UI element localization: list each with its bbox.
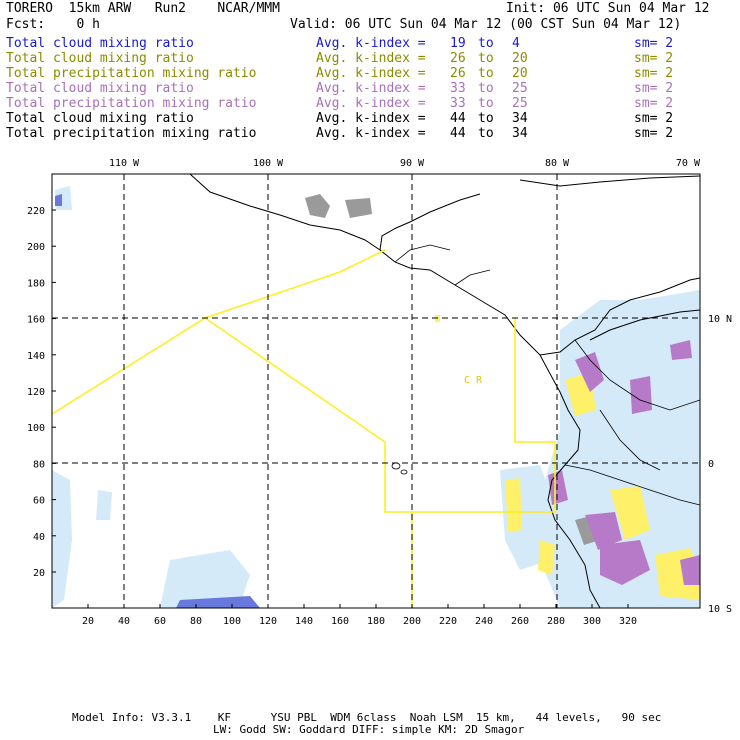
legend-to: to	[478, 111, 494, 126]
lon-label: 100 W	[253, 158, 284, 169]
legend-field: Total precipitation mixing ratio	[6, 96, 257, 111]
x-tick-label: 140	[295, 616, 313, 627]
coastline	[189, 174, 700, 608]
x-tick-label: 280	[547, 616, 565, 627]
legend-to: to	[478, 96, 494, 111]
x-tick-label: 240	[475, 616, 493, 627]
x-tick-label: 320	[619, 616, 637, 627]
legend-field: Total cloud mixing ratio	[6, 36, 194, 51]
legend-k-low: 33	[450, 96, 466, 111]
footer-model-info: Model Info: V3.3.1 KF YSU PBL WDM 6class…	[72, 711, 662, 724]
model-title: TORERO 15km ARW Run2 NCAR/MMM	[6, 1, 280, 16]
legend-index-label: Avg. k-index =	[316, 36, 426, 51]
legend-to: to	[478, 66, 494, 81]
y-tick-label: 40	[33, 532, 45, 543]
x-ticks: 20 40 60 80 100 120 140 160 180 200 220 240 260 280 30…	[82, 604, 637, 627]
legend-k-low: 26	[450, 66, 466, 81]
y-tick-label: 140	[27, 351, 45, 362]
legend-k-high: 34	[512, 126, 528, 141]
y-tick-label: 180	[27, 278, 45, 289]
x-tick-label: 300	[583, 616, 601, 627]
country-borders	[394, 244, 700, 506]
legend-index-label: Avg. k-index =	[316, 126, 426, 141]
legend-k-high: 25	[512, 81, 528, 96]
y-tick-label: 60	[33, 496, 45, 507]
forecast-hour: Fcst: 0 h	[6, 17, 100, 32]
y-tick-label: 100	[27, 423, 45, 434]
lat-label: 10 N	[708, 314, 732, 325]
legend-smoothing: sm= 2	[634, 36, 674, 51]
legend-index-label: Avg. k-index =	[316, 111, 426, 126]
y-ticks: 20 40 60 80 100 120 140 160 180 200 220	[27, 206, 56, 579]
lon-label: 90 W	[400, 158, 425, 169]
footer-physics: LW: Godd SW: Goddard DIFF: simple KM: 2D…	[213, 723, 525, 736]
lat-label: 0	[708, 459, 714, 470]
legend-k-high: 25	[512, 96, 528, 111]
x-tick-label: 40	[118, 616, 130, 627]
y-tick-label: 160	[27, 315, 45, 326]
x-tick-label: 60	[154, 616, 166, 627]
lon-labels: 110 W 100 W 90 W 80 W 70 W	[109, 158, 701, 169]
legend-k-high: 20	[512, 51, 528, 66]
x-tick-label: 180	[367, 616, 385, 627]
legend-to: to	[478, 81, 494, 96]
lat-lon-grid	[52, 174, 700, 608]
x-tick-label: 260	[511, 616, 529, 627]
legend-k-high: 4	[512, 36, 520, 51]
init-time: Init: 06 UTC Sun 04 Mar 12	[506, 1, 710, 16]
legend-smoothing: sm= 2	[634, 111, 674, 126]
legend-to: to	[478, 51, 494, 66]
legend-smoothing: sm= 2	[634, 51, 674, 66]
legend-to: to	[478, 36, 494, 51]
legend-smoothing: sm= 2	[634, 126, 674, 141]
legend-field: Total cloud mixing ratio	[6, 81, 194, 96]
legend-field: Total cloud mixing ratio	[6, 51, 194, 66]
legend-index-label: Avg. k-index =	[316, 66, 426, 81]
y-tick-label: 80	[33, 459, 45, 470]
y-tick-label: 220	[27, 206, 45, 217]
lat-labels: 10 N 0 10 S	[708, 314, 732, 615]
legend-smoothing: sm= 2	[634, 96, 674, 111]
legend-k-low: 19	[450, 36, 466, 51]
legend-k-low: 26	[450, 51, 466, 66]
legend-index-label: Avg. k-index =	[316, 96, 426, 111]
valid-time: Valid: 06 UTC Sun 04 Mar 12 (00 CST Sun …	[290, 17, 682, 32]
x-tick-label: 200	[403, 616, 421, 627]
legend-k-low: 44	[450, 111, 466, 126]
x-tick-label: 120	[259, 616, 277, 627]
x-tick-label: 220	[439, 616, 457, 627]
y-tick-label: 200	[27, 242, 45, 253]
x-tick-label: 20	[82, 616, 94, 627]
lon-label: 80 W	[545, 158, 570, 169]
cloud-field-blue	[55, 194, 260, 608]
lon-label: 110 W	[109, 158, 140, 169]
x-tick-label: 80	[190, 616, 202, 627]
legend-k-low: 33	[450, 81, 466, 96]
x-tick-label: 100	[223, 616, 241, 627]
legend-smoothing: sm= 2	[634, 66, 674, 81]
x-tick-label: 160	[331, 616, 349, 627]
lon-label: 70 W	[676, 158, 701, 169]
region-label: C R	[464, 375, 483, 386]
legend-smoothing: sm= 2	[634, 81, 674, 96]
legend-field: Total precipitation mixing ratio	[6, 66, 257, 81]
legend-field: Total cloud mixing ratio	[6, 111, 194, 126]
legend-field: Total precipitation mixing ratio	[6, 126, 257, 141]
legend-k-high: 20	[512, 66, 528, 81]
lat-label: 10 S	[708, 604, 732, 615]
y-tick-label: 120	[27, 387, 45, 398]
legend-k-high: 34	[512, 111, 528, 126]
legend-to: to	[478, 126, 494, 141]
legend-index-label: Avg. k-index =	[316, 51, 426, 66]
legend-index-label: Avg. k-index =	[316, 81, 426, 96]
legend-k-low: 44	[450, 126, 466, 141]
y-tick-label: 20	[33, 568, 45, 579]
